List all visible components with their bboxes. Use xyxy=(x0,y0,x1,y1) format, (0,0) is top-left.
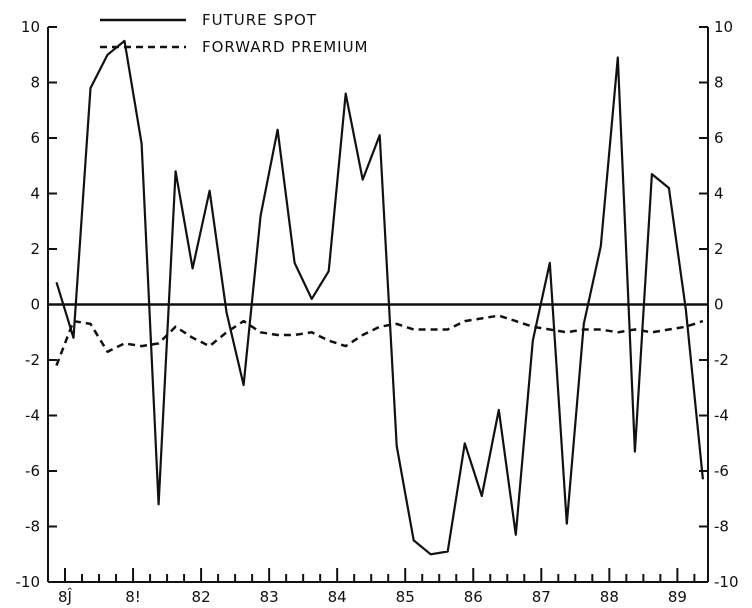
y-tick-label-right: 10 xyxy=(714,18,733,36)
y-tick-label-right: 0 xyxy=(714,296,724,314)
y-tick-label-right: -6 xyxy=(714,462,729,480)
legend-label: FUTURE SPOT xyxy=(202,11,317,29)
legend-label: FORWARD PREMIUM xyxy=(202,38,369,56)
x-tick-label: 8! xyxy=(125,588,141,606)
x-tick-label: 84 xyxy=(328,588,347,606)
series-layer xyxy=(55,39,704,556)
x-tick-label: 88 xyxy=(600,588,619,606)
y-tick-label-left: 0 xyxy=(30,296,40,314)
future-spot-line xyxy=(55,39,704,556)
y-tick-label-right: 6 xyxy=(714,129,724,147)
y-tick-label-left: -6 xyxy=(25,462,40,480)
y-tick-label-left: -8 xyxy=(25,518,40,536)
x-tick-label: 85 xyxy=(396,588,415,606)
x-tick-label: 8Ĵ xyxy=(58,587,73,606)
y-tick-label-left: 4 xyxy=(30,185,40,203)
y-tick-label-left: 10 xyxy=(21,18,40,36)
y-tick-label-left: 8 xyxy=(30,74,40,92)
x-tick-label: 89 xyxy=(668,588,687,606)
x-tick-label: 86 xyxy=(464,588,483,606)
y-tick-label-right: -2 xyxy=(714,351,729,369)
y-tick-label-right: -8 xyxy=(714,518,729,536)
x-tick-label: 82 xyxy=(192,588,211,606)
y-tick-label-right: -4 xyxy=(714,407,729,425)
y-tick-label-right: -10 xyxy=(714,573,739,591)
y-tick-label-left: -2 xyxy=(25,351,40,369)
y-tick-label-right: 8 xyxy=(714,74,724,92)
legend: FUTURE SPOT FORWARD PREMIUM xyxy=(100,11,369,56)
y-tick-label-left: -4 xyxy=(25,407,40,425)
y-tick-label-right: 4 xyxy=(714,185,724,203)
y-tick-label-left: 2 xyxy=(30,240,40,258)
forward-premium-line xyxy=(55,314,704,366)
y-tick-label-left: -10 xyxy=(16,573,41,591)
y-tick-label-left: 6 xyxy=(30,129,40,147)
y-tick-label-right: 2 xyxy=(714,240,724,258)
x-tick-label: 87 xyxy=(532,588,551,606)
x-tick-label: 83 xyxy=(260,588,279,606)
